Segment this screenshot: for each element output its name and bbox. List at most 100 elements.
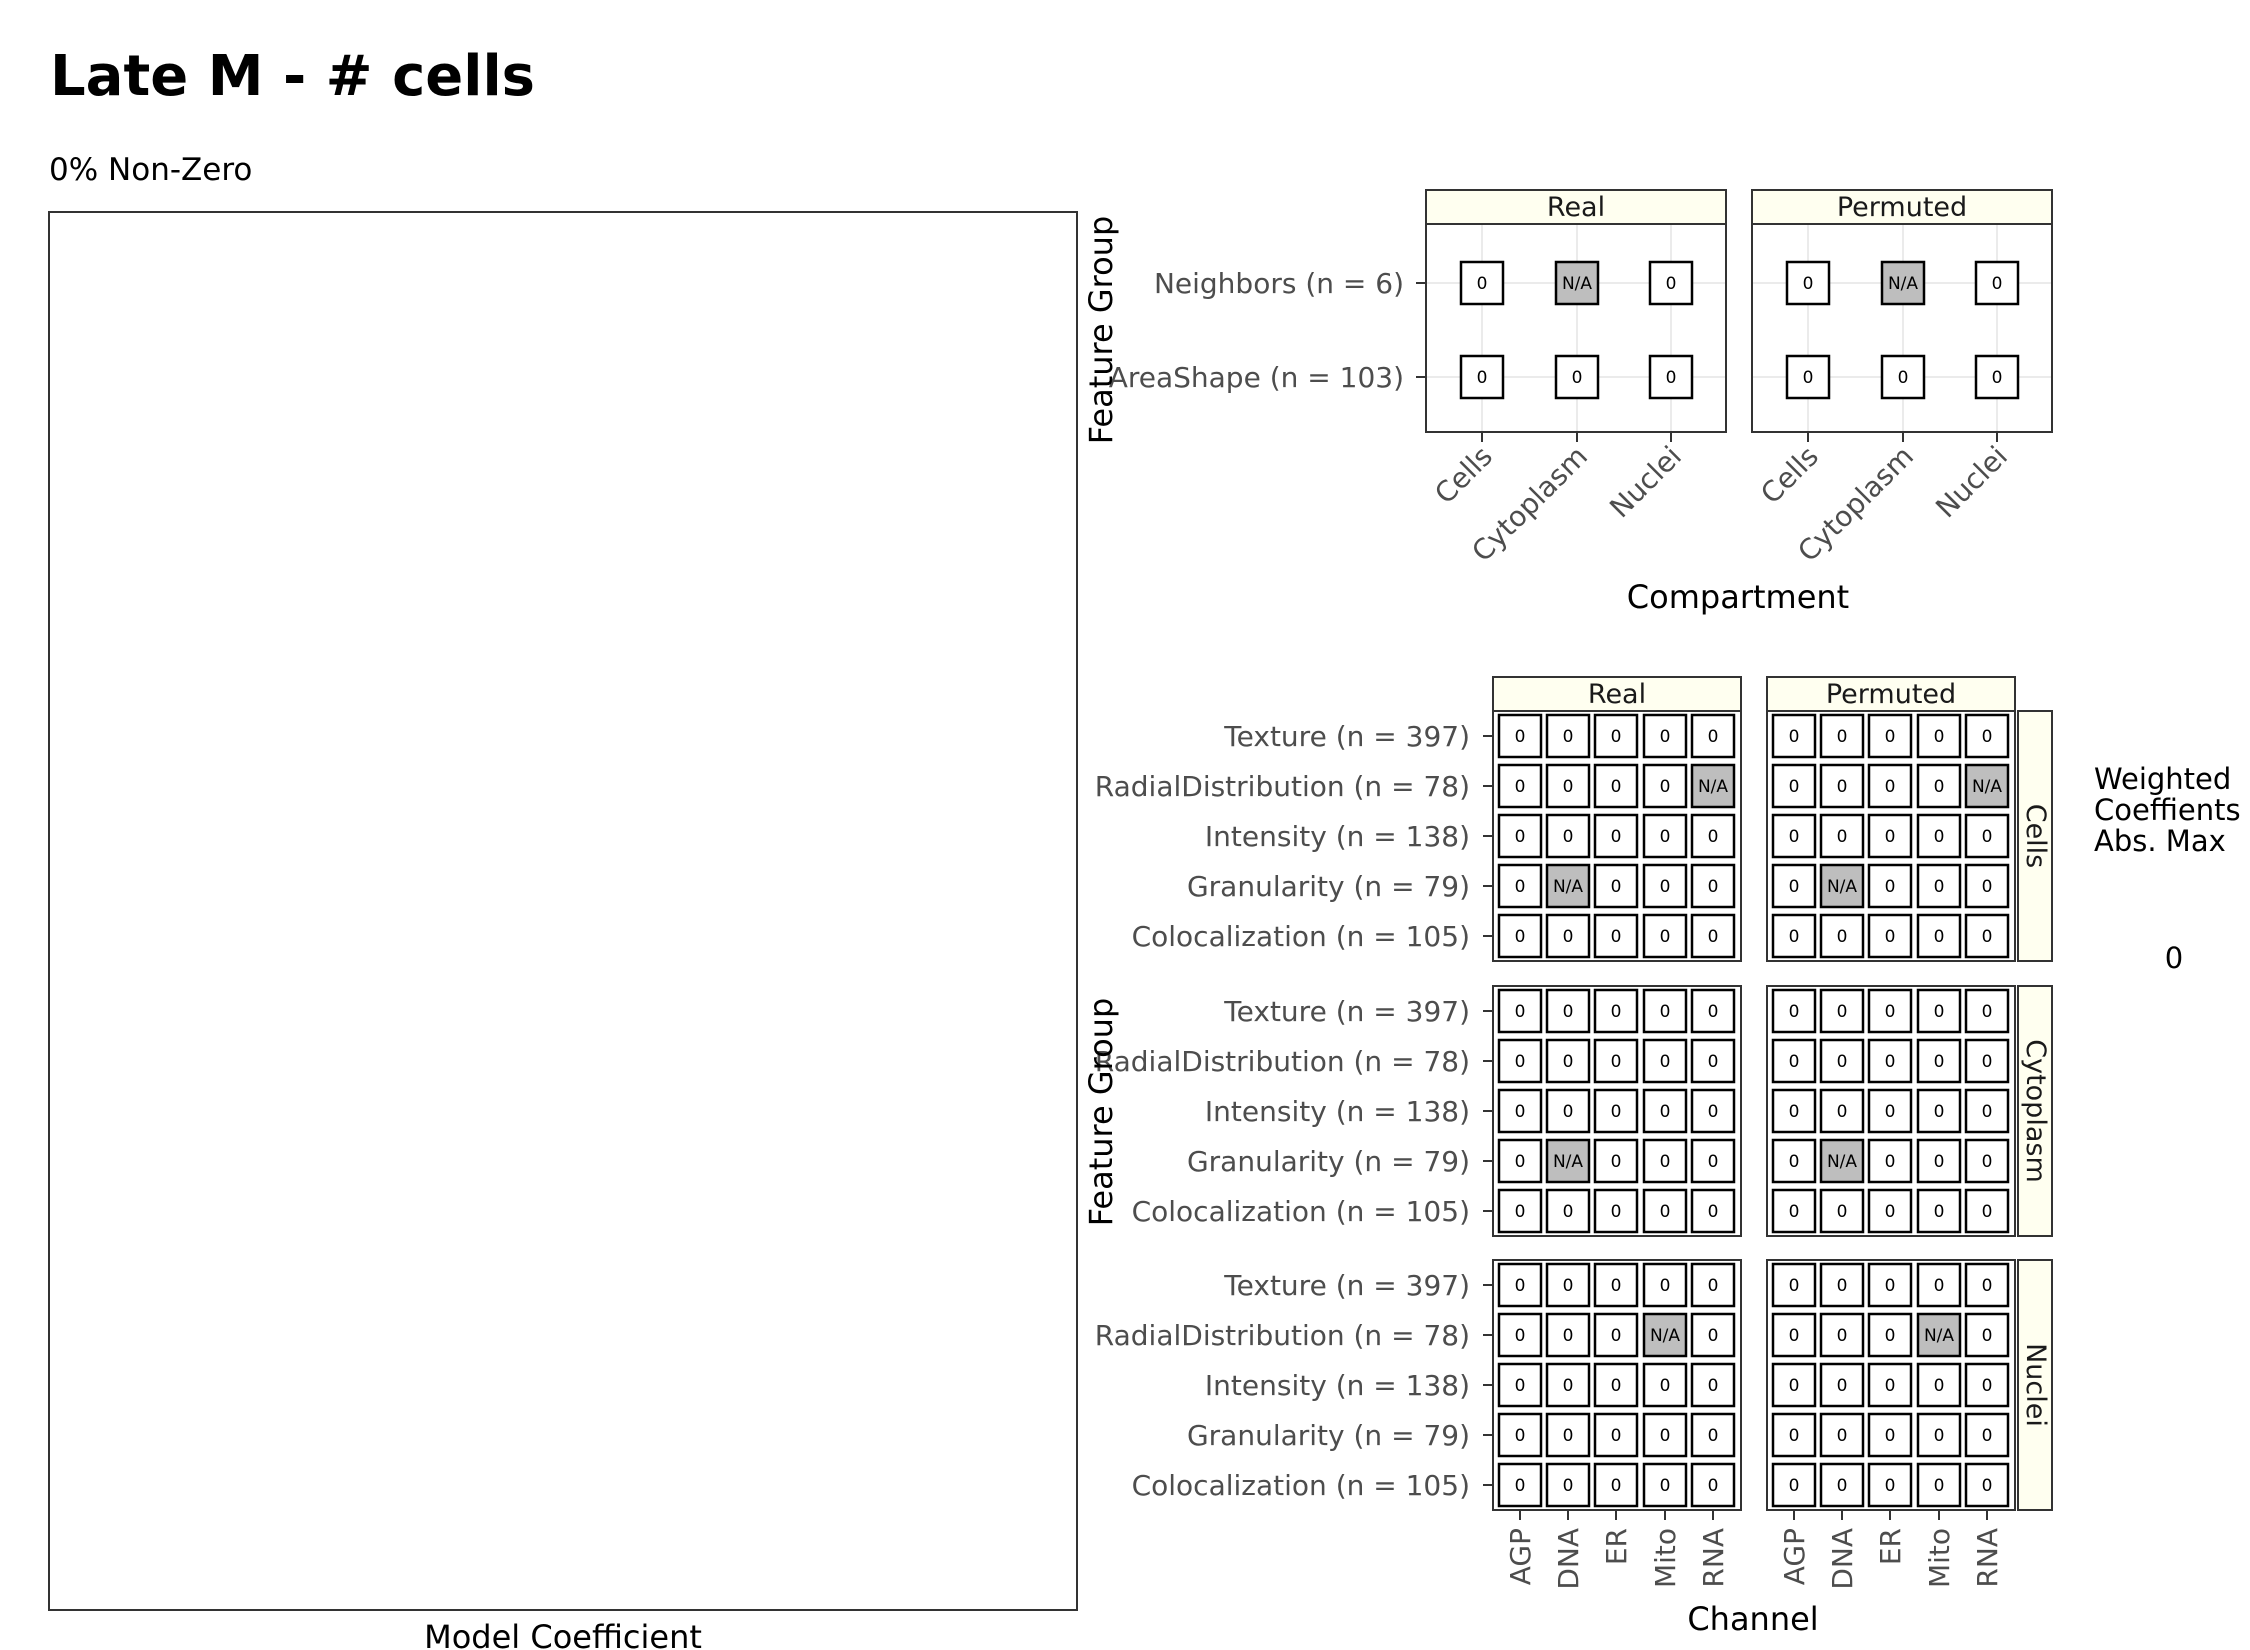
heatmap-tile — [1964, 1462, 2010, 1508]
heatmap-tile — [1554, 260, 1600, 306]
heatmap-tile-label: N/A — [1553, 1152, 1583, 1172]
heatmap-tile — [1593, 763, 1639, 809]
heatmap-tile — [1690, 1138, 1736, 1184]
x-tick-rna: RNA — [1697, 1528, 1730, 1588]
heatmap-tile — [1819, 1038, 1865, 1084]
heatmap-tile — [1648, 354, 1694, 400]
heatmap-tile — [1916, 1262, 1962, 1308]
heatmap-tile — [1497, 1088, 1543, 1134]
heatmap-tile-label: 0 — [1789, 1202, 1800, 1222]
heatmap-tile — [1916, 1312, 1962, 1358]
heatmap-tile-label: 0 — [1934, 1052, 1945, 1072]
heatmap-tile — [1642, 1312, 1688, 1358]
heatmap-tile-label: 0 — [1885, 927, 1896, 947]
heatmap-tile — [1593, 1088, 1639, 1134]
heatmap-tile — [1593, 713, 1639, 759]
heatmap-tile-label: 0 — [1611, 1102, 1622, 1122]
heatmap-tile — [1867, 1412, 1913, 1458]
x-tick-agp: AGP — [1504, 1528, 1537, 1585]
x-tick-rna: RNA — [1971, 1528, 2004, 1588]
heatmap-tile — [1497, 1462, 1543, 1508]
heatmap-tile — [1964, 863, 2010, 909]
heatmap-tile — [1867, 1088, 1913, 1134]
heatmap-tile-label: 0 — [1885, 1376, 1896, 1396]
heatmap-tile-label: 0 — [1934, 1376, 1945, 1396]
heatmap-tile-label: N/A — [1650, 1326, 1680, 1346]
heatmap-tile-label: 0 — [1708, 1152, 1719, 1172]
heatmap-tile-label: 0 — [1982, 927, 1993, 947]
heatmap-tile-label: 0 — [1660, 1476, 1671, 1496]
heatmap-tile-label: N/A — [1972, 777, 2002, 797]
channel-y-label: Feature Group — [1082, 998, 1120, 1227]
heatmap-tile-label: 0 — [1515, 827, 1526, 847]
heatmap-tile — [1819, 913, 1865, 959]
heatmap-tile-label: 0 — [1708, 727, 1719, 747]
heatmap-tile-label: 0 — [1515, 1002, 1526, 1022]
heatmap-tile-label: 0 — [1515, 877, 1526, 897]
heatmap-tile — [1497, 1138, 1543, 1184]
heatmap-tile-label: 0 — [1885, 1426, 1896, 1446]
heatmap-tile — [1497, 1362, 1543, 1408]
heatmap-tile — [1771, 1138, 1817, 1184]
heatmap-tile-label: 0 — [1982, 827, 1993, 847]
heatmap-tile — [1545, 1188, 1591, 1234]
heatmap-tile-label: 0 — [1515, 1276, 1526, 1296]
heatmap-tile — [1819, 1188, 1865, 1234]
heatmap-tile-label: 0 — [1660, 927, 1671, 947]
heatmap-tile-label: 0 — [1837, 1326, 1848, 1346]
heatmap-tile — [1974, 354, 2020, 400]
heatmap-tile-label: 0 — [1515, 1426, 1526, 1446]
heatmap-tile — [1642, 1262, 1688, 1308]
heatmap-tile — [1771, 1362, 1817, 1408]
heatmap-tile-label: 0 — [1789, 1052, 1800, 1072]
heatmap-tile — [1771, 1312, 1817, 1358]
heatmap-tile-label: 0 — [1515, 777, 1526, 797]
heatmap-tile-label: 0 — [1789, 1152, 1800, 1172]
heatmap-tile — [1545, 763, 1591, 809]
heatmap-tile-label: 0 — [1477, 274, 1488, 294]
heatmap-tile — [1867, 913, 1913, 959]
heatmap-tile — [1916, 763, 1962, 809]
heatmap-tile-label: 0 — [1563, 1376, 1574, 1396]
heatmap-tile — [1771, 988, 1817, 1034]
heatmap-tile — [1690, 1412, 1736, 1458]
heatmap-tile-label: 0 — [1708, 1426, 1719, 1446]
y-tick-radialdistribution-n-78: RadialDistribution (n = 78) — [1095, 1045, 1470, 1078]
heatmap-tile — [1771, 1088, 1817, 1134]
heatmap-tile — [1642, 1138, 1688, 1184]
x-tick-er: ER — [1874, 1528, 1907, 1565]
heatmap-tile-label: 0 — [1611, 1376, 1622, 1396]
heatmap-tile-label: 0 — [1789, 927, 1800, 947]
y-tick-areashape-n-103: AreaShape (n = 103) — [1109, 361, 1404, 394]
heatmap-tile — [1819, 1312, 1865, 1358]
heatmap-tile — [1545, 1138, 1591, 1184]
heatmap-tile-label: 0 — [1885, 1326, 1896, 1346]
heatmap-tile-label: 0 — [1934, 1202, 1945, 1222]
heatmap-tile — [1771, 763, 1817, 809]
heatmap-tile-label: 0 — [1515, 1202, 1526, 1222]
heatmap-tile-label: 0 — [1982, 1202, 1993, 1222]
heatmap-tile — [1867, 988, 1913, 1034]
heatmap-tile-label: 0 — [1982, 1002, 1993, 1022]
heatmap-tile-label: 0 — [1789, 727, 1800, 747]
heatmap-tile-label: 0 — [1708, 927, 1719, 947]
heatmap-tile — [1964, 1088, 2010, 1134]
heatmap-tile — [1497, 1262, 1543, 1308]
heatmap-tile — [1867, 813, 1913, 859]
heatmap-tile — [1974, 260, 2020, 306]
heatmap-tile-label: 0 — [1885, 777, 1896, 797]
strip-real-label: Real — [1547, 192, 1605, 223]
heatmap-tile — [1690, 763, 1736, 809]
x-tick-cells: Cells — [1754, 440, 1825, 511]
strip-cytoplasm-label: Cytoplasm — [2020, 1039, 2051, 1183]
heatmap-tile — [1642, 1462, 1688, 1508]
heatmap-tile-label: 0 — [1611, 727, 1622, 747]
heatmap-tile-label: 0 — [1660, 1002, 1671, 1022]
heatmap-tile — [1964, 1362, 2010, 1408]
heatmap-tile — [1593, 913, 1639, 959]
heatmap-tile — [1771, 813, 1817, 859]
heatmap-tile-label: 0 — [1885, 1052, 1896, 1072]
heatmap-tile-label: 0 — [1934, 877, 1945, 897]
heatmap-tile-label: 0 — [1563, 1426, 1574, 1446]
heatmap-tile — [1497, 988, 1543, 1034]
